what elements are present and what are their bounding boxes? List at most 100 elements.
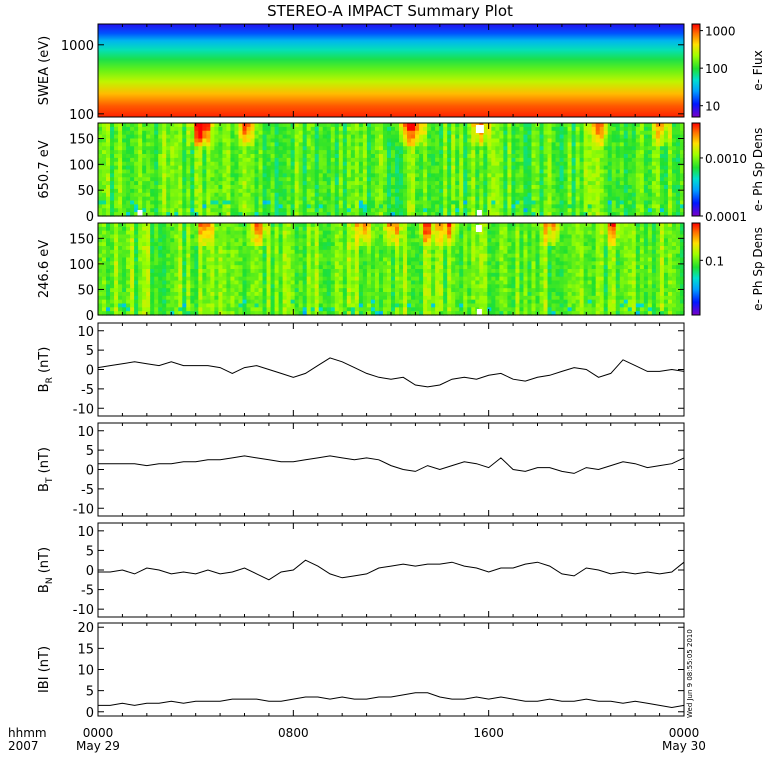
pad650-cell [419, 126, 424, 132]
pad246-cell [254, 226, 260, 232]
pad650-cell [230, 192, 236, 198]
pad650-cell [543, 142, 549, 147]
pad650-cell [571, 157, 577, 163]
pad650-cell [122, 130, 127, 136]
pad650-cell [407, 212, 412, 217]
pad246-cell [218, 230, 224, 236]
pad650-cell [202, 134, 207, 140]
pad650-cell [294, 200, 300, 205]
pad650-cell [635, 177, 641, 182]
pad650-cell [202, 157, 207, 163]
pad650-cell [567, 181, 573, 186]
pad246-cell [146, 299, 151, 305]
pad650-cell [427, 134, 432, 140]
pad650-cell [595, 157, 601, 163]
pad650-cell [154, 200, 159, 205]
pad650-cell [495, 181, 500, 186]
pad246-cell [234, 284, 240, 289]
pad650-cell [451, 157, 456, 163]
pad650-cell [134, 165, 139, 171]
pad650-cell [122, 138, 127, 143]
pad650-cell [142, 196, 147, 202]
pad650-cell [366, 208, 372, 213]
pad650-cell [567, 146, 573, 151]
pad650-cell [194, 165, 199, 171]
pad650-cell [178, 204, 183, 209]
pad650-cell [206, 177, 211, 182]
pad650-cell [106, 150, 111, 155]
pad650-cell [326, 142, 332, 147]
pad650-cell [451, 154, 456, 159]
pad246-cell [126, 299, 131, 305]
pad246-cell [98, 253, 103, 259]
pad246-cell [170, 303, 175, 308]
pad246-cell [270, 295, 276, 301]
pad650-cell [527, 157, 533, 163]
pad650-cell [591, 161, 597, 167]
pad246-cell [158, 299, 163, 305]
pad650-cell [627, 142, 633, 147]
pad246-cell [258, 242, 264, 247]
pad650-cell [647, 161, 653, 167]
pad650-cell [222, 123, 228, 128]
pad650-cell [535, 181, 541, 186]
pad650-cell [411, 200, 416, 205]
pad650-cell [671, 142, 677, 147]
pad246-cell [210, 223, 215, 228]
pad650-cell [435, 134, 440, 140]
pad650-cell [250, 142, 256, 147]
pad650-cell [647, 208, 653, 213]
pad246-cell [278, 253, 284, 259]
pad650-cell [391, 188, 396, 194]
pad246-cell [270, 230, 276, 236]
pad650-cell [330, 130, 336, 136]
pad650-cell [130, 134, 135, 140]
pad246-cell [302, 288, 308, 293]
pad650-cell [431, 169, 436, 174]
pad246-cell [302, 269, 308, 274]
pad246-cell [178, 292, 183, 297]
pad650-cell [487, 146, 492, 151]
pad650-cell [198, 150, 203, 155]
pad650-cell [547, 192, 553, 198]
pad246-cell [130, 265, 135, 270]
pad650-cell [362, 134, 368, 140]
pad650-cell [443, 138, 448, 143]
pad650-cell [439, 142, 444, 147]
pad246-cell [102, 280, 107, 285]
pad246-cell [298, 226, 304, 232]
pad650-cell [423, 165, 428, 171]
pad650-cell [647, 150, 653, 155]
pad650-cell [647, 157, 653, 163]
pad246-cell [218, 303, 224, 308]
pad650-cell [386, 126, 392, 132]
pad650-cell [314, 150, 320, 155]
pad650-cell [214, 177, 220, 182]
pad650-cell [523, 169, 529, 174]
pad246-cell [258, 299, 264, 305]
pad246-cell [186, 261, 191, 266]
pad650-cell [378, 192, 384, 198]
pad650-cell [503, 212, 508, 217]
pad650-cell [663, 150, 669, 155]
pad650-cell [350, 123, 356, 128]
pad650-cell [102, 212, 107, 217]
pad650-cell [302, 150, 308, 155]
pad650-cell [423, 185, 428, 190]
pad650-cell [278, 196, 284, 202]
pad650-cell [226, 165, 232, 171]
pad650-cell [214, 181, 220, 186]
pad246-cell [158, 311, 163, 316]
pad650-cell [262, 123, 268, 128]
pad650-cell [374, 150, 380, 155]
pad650-cell [146, 138, 151, 143]
pad650-cell [523, 130, 529, 136]
pad650-cell [170, 196, 175, 202]
pad246-cell [158, 238, 163, 243]
pad650-cell [198, 157, 203, 163]
pad650-cell [659, 126, 665, 132]
pad650-cell [234, 157, 240, 163]
pad650-cell [667, 188, 673, 194]
pad650-cell [270, 157, 276, 163]
pad246-cell [302, 295, 308, 301]
